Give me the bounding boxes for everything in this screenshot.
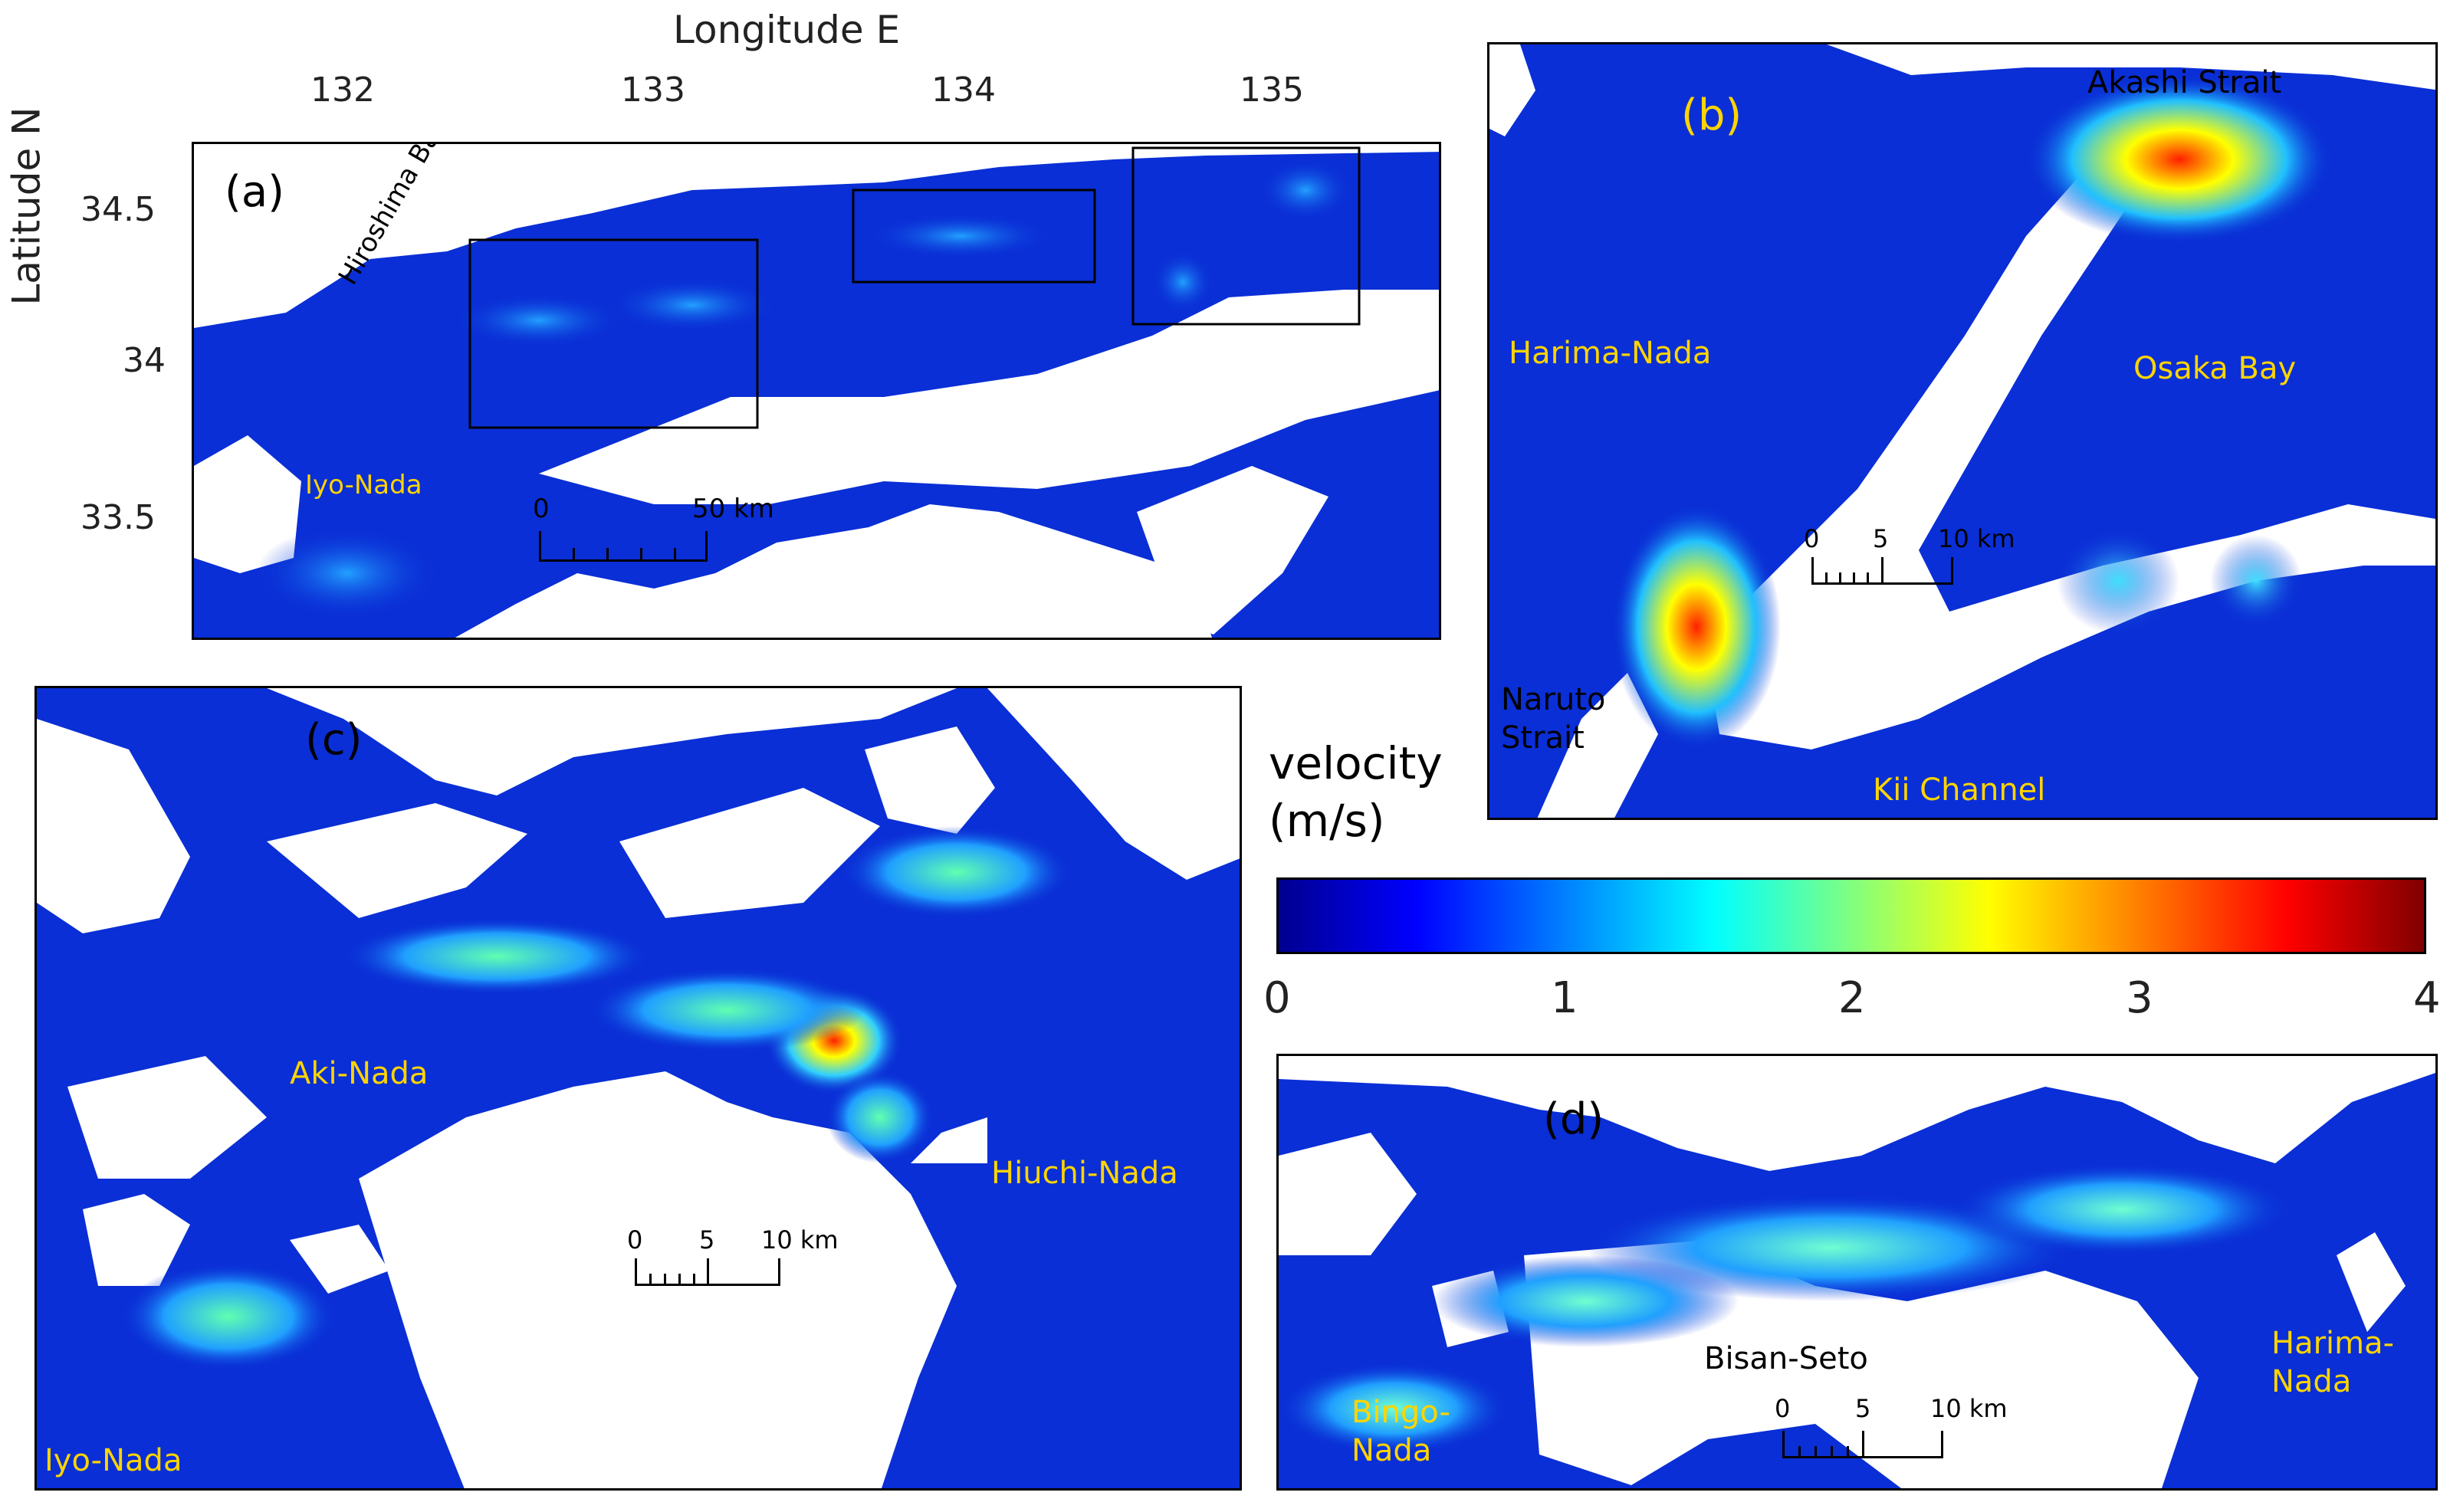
place-bingo-nada: Bingo-Nada: [1351, 1395, 1450, 1468]
scale-d-mid: 5: [1855, 1394, 1871, 1423]
scale-a-zero: 0: [533, 494, 550, 524]
panel-a-label: (a): [225, 167, 285, 217]
x-tick-label: 134: [931, 71, 996, 110]
panel-b-map: (b) Akashi Strait Harima-Nada Osaka Bay …: [1487, 42, 2438, 820]
scale-d-zero: 0: [1775, 1394, 1791, 1423]
scale-bar-a: [539, 527, 708, 562]
panel-d-map: (d) Bisan-Seto Bingo-Nada Harima-Nada 0 …: [1276, 1054, 2438, 1491]
colorbar-title-line1: velocity: [1269, 737, 1443, 789]
place-kii-channel: Kii Channel: [1873, 772, 2046, 808]
panel-b-velocity-field: [1489, 44, 2435, 818]
panel-d-label: (d): [1543, 1094, 1604, 1144]
colorbar-tick: 1: [1551, 973, 1578, 1023]
scale-bar-d: [1782, 1428, 1943, 1458]
place-harima-nada: Harima-Nada: [1509, 336, 1712, 371]
scale-c-mid: 5: [699, 1225, 715, 1255]
place-bisan-seto: Bisan-Seto: [1704, 1341, 1868, 1376]
place-iyo-nada-c: Iyo-Nada: [44, 1443, 182, 1478]
y-tick-label: 34.5: [80, 190, 156, 229]
scale-a-end: 50 km: [692, 494, 774, 524]
scale-d-end: 10 km: [1930, 1394, 2008, 1423]
scale-c-end: 10 km: [761, 1225, 839, 1255]
scale-c-zero: 0: [627, 1225, 643, 1255]
panel-c-label: (c): [305, 715, 363, 765]
velocity-colorbar: [1276, 877, 2426, 954]
x-tick-label: 135: [1240, 71, 1304, 110]
x-tick-label: 133: [621, 71, 685, 110]
place-iyo-nada: Iyo-Nada: [305, 470, 422, 500]
scale-bar-b: [1811, 554, 1953, 585]
place-naruto-strait: Naruto Strait: [1501, 682, 1606, 756]
y-tick-label: 34: [123, 341, 166, 380]
place-osaka-bay: Osaka Bay: [2133, 351, 2297, 386]
panel-c-map: (c) Aki-Nada Hiuchi-Nada Iyo-Nada 0 5 10…: [34, 686, 1242, 1491]
place-akashi-strait: Akashi Strait: [2087, 65, 2282, 100]
colorbar-tick: 2: [1838, 973, 1866, 1023]
panel-a-velocity-field: [194, 144, 1439, 638]
panel-c-velocity-field: [37, 688, 1240, 1488]
place-hiuchi-nada: Hiuchi-Nada: [991, 1156, 1178, 1191]
y-axis-title: Latitude N: [4, 107, 49, 306]
colorbar-tick: 3: [2126, 973, 2153, 1023]
scale-b-end: 10 km: [1938, 524, 2015, 553]
place-aki-nada: Aki-Nada: [290, 1056, 429, 1091]
colorbar-tick: 4: [2413, 973, 2441, 1023]
x-tick-label: 132: [310, 71, 375, 110]
colorbar-tick: 0: [1263, 973, 1291, 1023]
panel-d-velocity-field: [1279, 1056, 2435, 1488]
scale-b-zero: 0: [1804, 524, 1820, 553]
panel-a-map: (a) Hiroshima Bay Iyo-Nada 0 50 km: [192, 142, 1441, 640]
scale-bar-c: [635, 1255, 780, 1286]
colorbar-title-line2: (m/s): [1269, 795, 1385, 847]
place-harima-nada-d: Harima-Nada: [2271, 1326, 2395, 1399]
y-tick-label: 33.5: [80, 498, 156, 537]
x-axis-title: Longitude E: [673, 8, 901, 52]
scale-b-mid: 5: [1873, 524, 1889, 553]
panel-b-label: (b): [1681, 90, 1742, 140]
